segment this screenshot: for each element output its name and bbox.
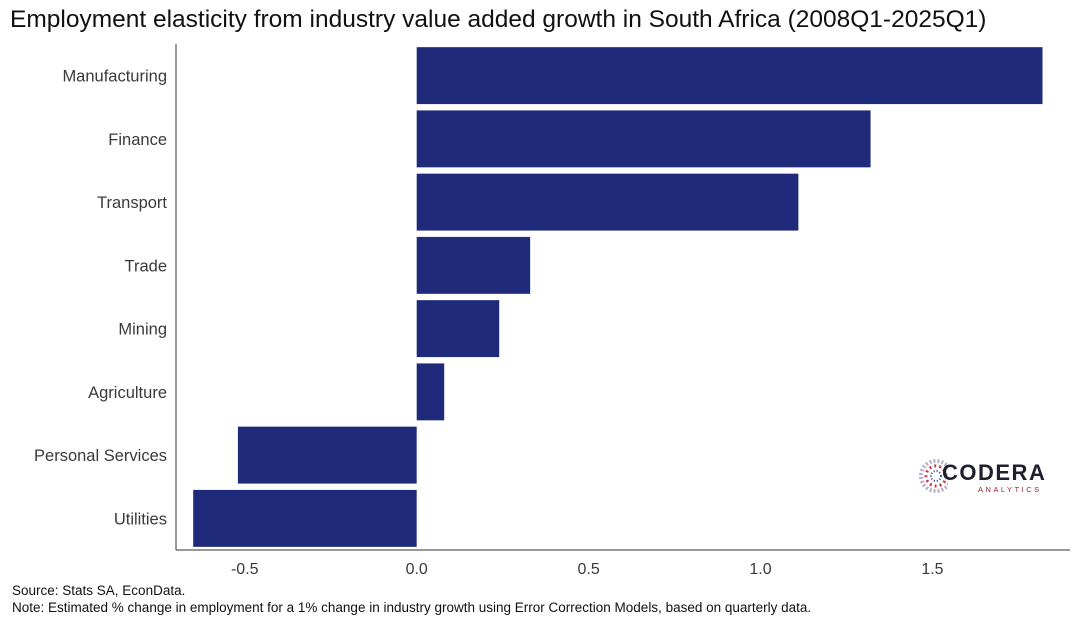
bar-transport bbox=[416, 173, 799, 231]
category-label: Personal Services bbox=[34, 447, 167, 465]
chart-footer: Source: Stats SA, EconData. Note: Estima… bbox=[12, 582, 811, 616]
bar-mining bbox=[416, 300, 500, 358]
logo-subtitle: ANALYTICS bbox=[978, 485, 1042, 494]
x-tick-label: 1.5 bbox=[921, 561, 943, 578]
logo-wordmark: CODERA bbox=[942, 460, 1047, 485]
x-tick-labels-group: -0.5 0.0 0.5 1.0 1.5 bbox=[231, 561, 944, 578]
category-label: Utilities bbox=[114, 510, 167, 528]
category-label: Agriculture bbox=[88, 384, 167, 402]
category-label: Manufacturing bbox=[62, 68, 167, 86]
category-label: Transport bbox=[97, 194, 167, 212]
source-note: Source: Stats SA, EconData. bbox=[12, 583, 186, 598]
x-tick-label: 1.0 bbox=[749, 561, 771, 578]
bars-group bbox=[193, 47, 1043, 547]
method-note: Note: Estimated % change in employment f… bbox=[12, 600, 812, 615]
bar-agriculture bbox=[416, 363, 445, 421]
codera-logo: CODERA ANALYTICS bbox=[918, 454, 1048, 498]
x-tick-label: 0.0 bbox=[406, 561, 428, 578]
bar-personal-services bbox=[237, 426, 417, 484]
bar-utilities bbox=[193, 489, 417, 547]
bar-finance bbox=[416, 110, 871, 168]
category-label: Finance bbox=[108, 131, 167, 149]
bar-manufacturing bbox=[416, 47, 1043, 105]
x-tick-label: 0.5 bbox=[577, 561, 599, 578]
chart-title: Employment elasticity from industry valu… bbox=[10, 6, 987, 33]
bar-trade bbox=[416, 236, 531, 294]
category-label: Mining bbox=[118, 321, 167, 339]
category-labels-group: Manufacturing Finance Transport Trade Mining… bbox=[34, 68, 167, 529]
x-tick-label: -0.5 bbox=[231, 561, 259, 578]
codera-logo-icon bbox=[919, 459, 948, 493]
category-label: Trade bbox=[125, 257, 168, 275]
